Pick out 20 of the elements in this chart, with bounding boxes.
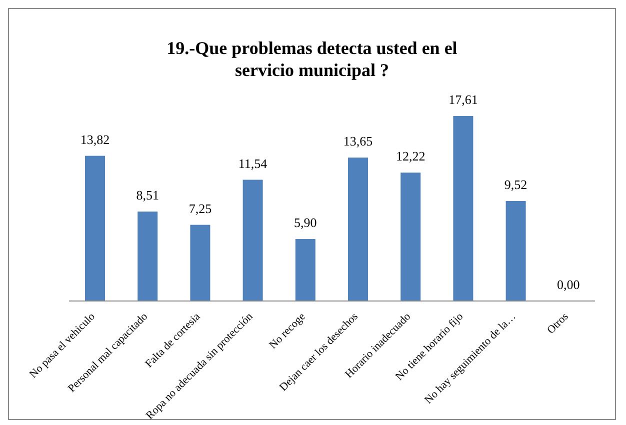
data-label: 13,82: [80, 132, 110, 147]
bar: [348, 158, 368, 301]
bar: [190, 224, 210, 301]
bar: [453, 116, 474, 301]
data-label: 0,00: [557, 277, 580, 292]
data-label: 5,90: [294, 215, 317, 230]
bar: [85, 156, 105, 301]
bar: [242, 180, 263, 301]
chart-title: 19.-Que problemas detecta usted en el servicio municipal ?: [166, 37, 458, 81]
data-label: 17,61: [448, 92, 478, 107]
bar: [138, 212, 158, 301]
bar: [295, 239, 316, 301]
data-label: 8,51: [136, 188, 159, 203]
data-label: 7,25: [188, 200, 212, 216]
data-label: 11,54: [238, 156, 268, 171]
data-label: 12,22: [396, 148, 426, 164]
data-label: 13,65: [343, 134, 373, 149]
bar: [400, 172, 421, 301]
data-label: 9,52: [504, 176, 528, 192]
bar: [506, 200, 526, 301]
